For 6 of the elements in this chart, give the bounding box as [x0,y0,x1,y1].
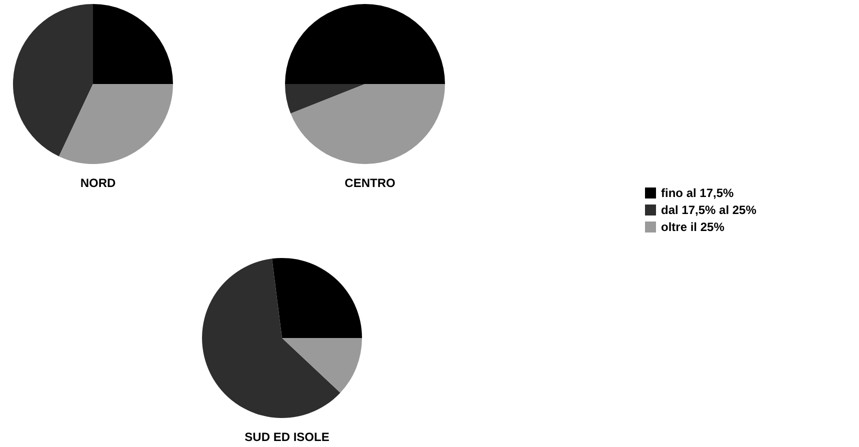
slice-label: CENTRO [344,176,396,190]
legend-label: fino al 17,5% [661,186,734,200]
legend-label: oltre il 25% [661,220,725,234]
legend-label: dal 17,5% al 25% [661,203,757,217]
slice-label: NORD [80,176,116,190]
slice-label: SUD ED ISOLE [244,430,330,444]
